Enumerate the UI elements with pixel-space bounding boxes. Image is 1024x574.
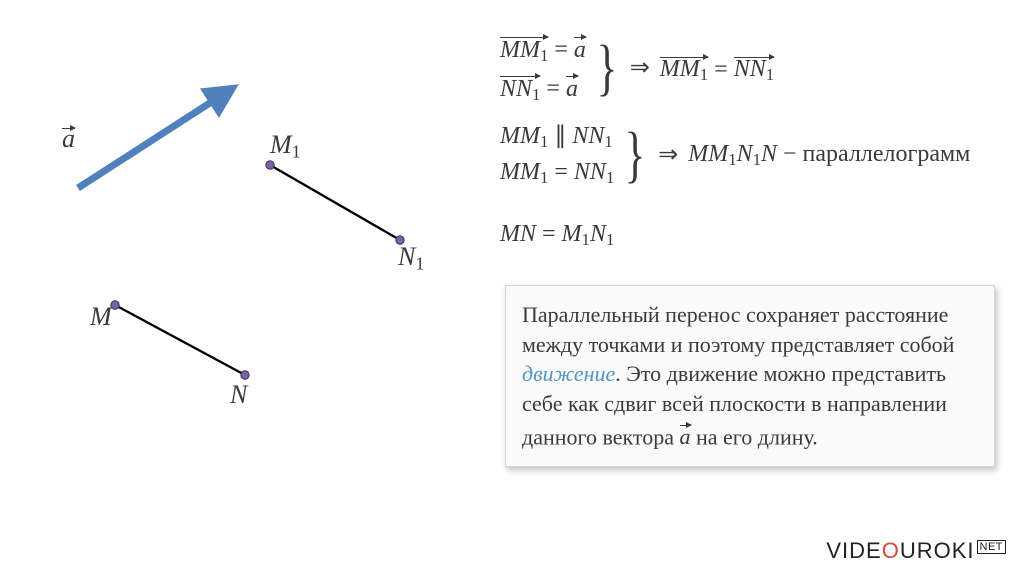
label-vector-a: a: [62, 120, 75, 154]
segment-m1n1: [270, 165, 400, 240]
conclusion-box: Параллельный перенос сохраняет расстояни…: [505, 285, 995, 467]
label-n1: N1: [398, 242, 424, 275]
logo-post: UROKI: [900, 538, 975, 563]
logo-red-o: O: [882, 538, 900, 563]
label-m1: M1: [270, 130, 301, 163]
geometry-diagram: a M N M1 N1: [20, 70, 460, 450]
label-m: M: [90, 302, 112, 332]
vector-a-arrow: [78, 90, 230, 188]
point-m: [111, 301, 119, 309]
videouroki-logo: VIDEOUROKINET: [826, 538, 1006, 564]
label-n: N: [230, 380, 247, 410]
conclusion-text-1: Параллельный перенос сохраняет расстояни…: [522, 302, 954, 357]
conclusion-text-3: на его длину.: [691, 424, 818, 449]
conclusion-vector-a: a: [680, 419, 691, 452]
equation-1: MM1 = a NN1 = a } ⇒ MM1 = NN1: [500, 30, 774, 107]
logo-net-badge: NET: [977, 540, 1007, 554]
logo-pre: VIDE: [826, 538, 881, 563]
segment-mn: [115, 305, 245, 375]
equation-2: MM1 ∥ NN1 MM1 = NN1 } ⇒ MM1N1N − паралле…: [500, 120, 970, 190]
point-n: [241, 371, 249, 379]
conclusion-keyword: движение: [522, 361, 615, 386]
page: a M N M1 N1 MM1 = a NN1 =: [0, 0, 1024, 574]
equation-3: MN = M1N1: [500, 218, 614, 252]
